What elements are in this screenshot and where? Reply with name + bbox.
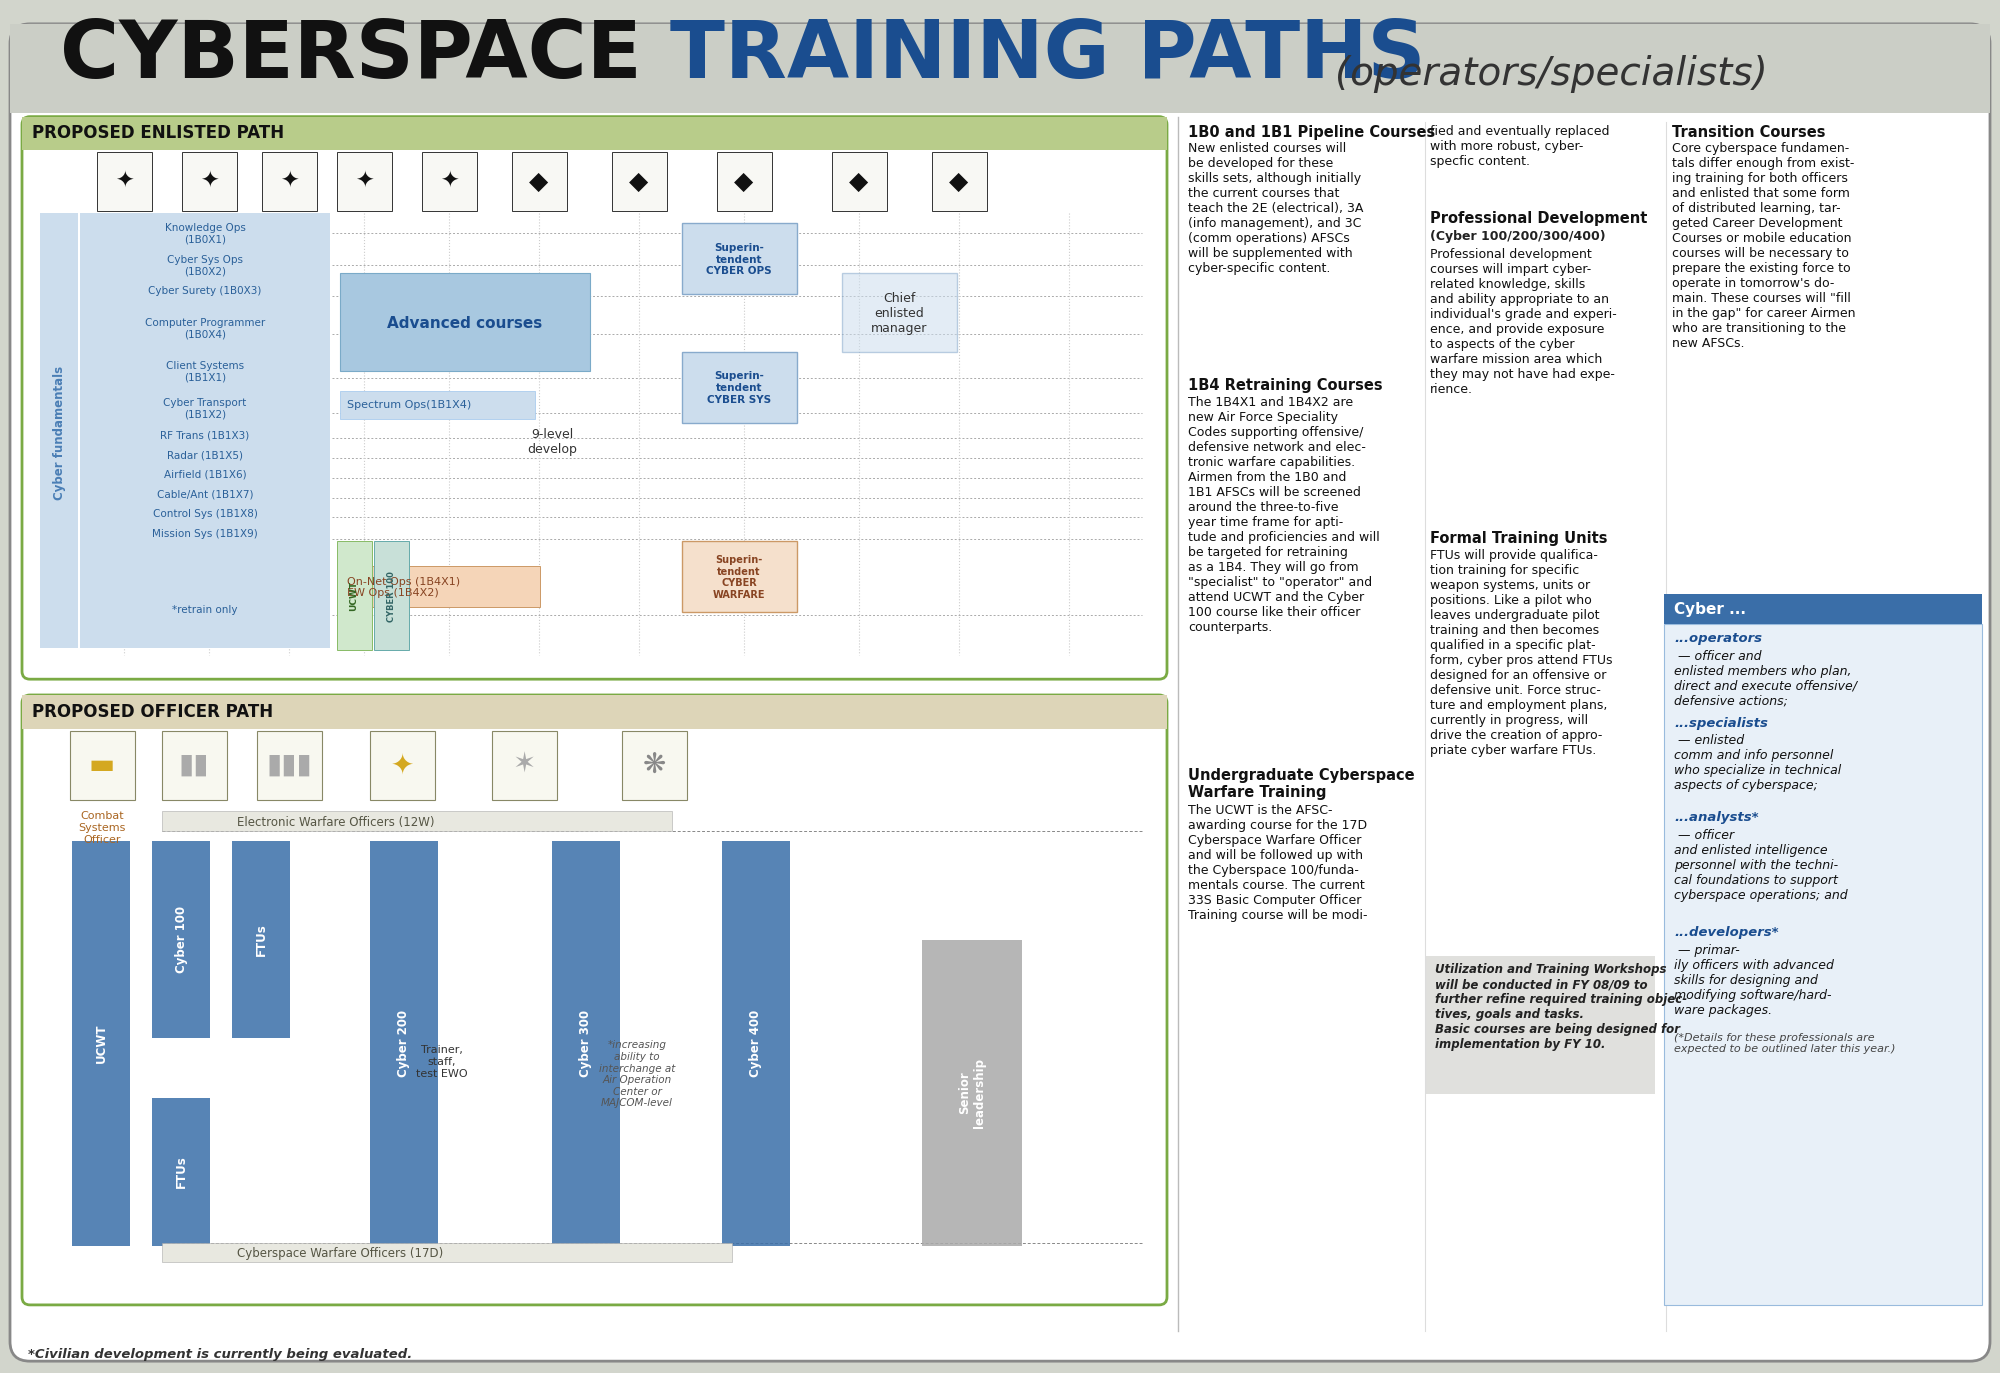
Text: Cable/Ant (1B1X7): Cable/Ant (1B1X7) bbox=[156, 490, 254, 500]
FancyBboxPatch shape bbox=[10, 23, 1990, 113]
Bar bbox=[842, 273, 958, 351]
Bar bbox=[922, 939, 1022, 1245]
Bar bbox=[340, 391, 536, 419]
Text: ✦: ✦ bbox=[354, 172, 374, 192]
Text: ◆: ◆ bbox=[950, 170, 968, 194]
Bar bbox=[96, 152, 152, 211]
Bar bbox=[340, 566, 540, 607]
Text: Cyber 400: Cyber 400 bbox=[750, 1009, 762, 1076]
Bar bbox=[336, 152, 392, 211]
Text: PROPOSED OFFICER PATH: PROPOSED OFFICER PATH bbox=[32, 703, 274, 721]
Text: — officer
and enlisted intelligence
personnel with the techni-
cal foundations t: — officer and enlisted intelligence pers… bbox=[1674, 829, 1848, 902]
Text: ❋: ❋ bbox=[642, 751, 666, 778]
Text: FTUs: FTUs bbox=[254, 924, 268, 956]
Bar bbox=[162, 730, 228, 799]
Bar bbox=[22, 117, 1168, 150]
Bar bbox=[152, 842, 210, 1038]
FancyBboxPatch shape bbox=[22, 695, 1168, 1304]
Bar bbox=[682, 351, 796, 423]
Text: Cyber Transport
(1B1X2): Cyber Transport (1B1X2) bbox=[164, 398, 246, 420]
Text: Superin-
tendent
CYBER
WARFARE: Superin- tendent CYBER WARFARE bbox=[712, 555, 766, 600]
Bar bbox=[932, 152, 988, 211]
Text: PROPOSED ENLISTED PATH: PROPOSED ENLISTED PATH bbox=[32, 125, 284, 143]
Text: (*Details for these professionals are
expected to be outlined later this year.): (*Details for these professionals are ex… bbox=[1674, 1032, 1896, 1054]
Text: ▬: ▬ bbox=[88, 751, 116, 778]
Bar bbox=[716, 152, 772, 211]
Text: Cyberspace Warfare Officers (17D): Cyberspace Warfare Officers (17D) bbox=[238, 1247, 444, 1260]
Text: UCWT: UCWT bbox=[94, 1024, 108, 1063]
Text: The UCWT is the AFSC-
awarding course for the 17D
Cyberspace Warfare Officer
and: The UCWT is the AFSC- awarding course fo… bbox=[1188, 803, 1368, 921]
Bar bbox=[370, 730, 436, 799]
Text: Mission Sys (1B1X9): Mission Sys (1B1X9) bbox=[152, 529, 258, 540]
Bar bbox=[512, 152, 568, 211]
Text: *Civilian development is currently being evaluated.: *Civilian development is currently being… bbox=[28, 1348, 412, 1361]
Text: — officer and
enlisted members who plan,
direct and execute offensive/
defensive: — officer and enlisted members who plan,… bbox=[1674, 649, 1856, 707]
Bar bbox=[162, 811, 672, 831]
Text: Computer Programmer
(1B0X4): Computer Programmer (1B0X4) bbox=[144, 319, 266, 339]
Bar bbox=[722, 842, 790, 1245]
Text: Cyber 100: Cyber 100 bbox=[174, 906, 188, 973]
Text: Transition Courses: Transition Courses bbox=[1672, 125, 1826, 140]
Text: Cyber Surety (1B0X3): Cyber Surety (1B0X3) bbox=[148, 287, 262, 297]
FancyBboxPatch shape bbox=[22, 117, 1168, 680]
Bar bbox=[162, 1243, 732, 1262]
Text: Chief
enlisted
manager: Chief enlisted manager bbox=[870, 291, 928, 335]
Text: CYBER 100: CYBER 100 bbox=[386, 571, 396, 622]
Text: Core cyberspace fundamen-
tals differ enough from exist-
ing training for both o: Core cyberspace fundamen- tals differ en… bbox=[1672, 143, 1856, 350]
Bar bbox=[832, 152, 888, 211]
Text: ▮▮: ▮▮ bbox=[178, 751, 210, 778]
Text: ...specialists: ...specialists bbox=[1674, 717, 1768, 729]
Text: *retrain only: *retrain only bbox=[172, 605, 238, 615]
Text: ✦: ✦ bbox=[440, 172, 458, 192]
Text: ✦: ✦ bbox=[390, 751, 414, 778]
Bar bbox=[70, 730, 136, 799]
Bar bbox=[72, 842, 130, 1245]
Bar bbox=[552, 842, 620, 1245]
Text: ◆: ◆ bbox=[734, 170, 754, 194]
Text: Electronic Warfare Officers (12W): Electronic Warfare Officers (12W) bbox=[238, 816, 434, 829]
Bar bbox=[232, 842, 290, 1038]
Text: 9-level
develop: 9-level develop bbox=[528, 427, 576, 456]
Bar bbox=[40, 213, 78, 648]
Bar bbox=[1664, 595, 1982, 623]
Text: ...developers*: ...developers* bbox=[1674, 925, 1778, 939]
Text: fied and eventually replaced
with more robust, cyber-
specfic content.: fied and eventually replaced with more r… bbox=[1430, 125, 1610, 168]
Text: ...operators: ...operators bbox=[1674, 632, 1762, 645]
Text: ◆: ◆ bbox=[850, 170, 868, 194]
Text: Cyber fundamentals: Cyber fundamentals bbox=[52, 365, 66, 500]
Bar bbox=[256, 730, 322, 799]
Text: (operators/specialists): (operators/specialists) bbox=[1336, 55, 1768, 93]
Text: ✦: ✦ bbox=[114, 172, 134, 192]
Text: RF Trans (1B1X3): RF Trans (1B1X3) bbox=[160, 431, 250, 441]
Text: Trainer,
staff,
test EWO: Trainer, staff, test EWO bbox=[416, 1045, 468, 1079]
Text: FTUs: FTUs bbox=[174, 1155, 188, 1188]
Text: ▮▮▮: ▮▮▮ bbox=[266, 751, 312, 778]
Text: Advanced courses: Advanced courses bbox=[388, 316, 542, 331]
Text: ✦: ✦ bbox=[200, 172, 218, 192]
Text: ...analysts*: ...analysts* bbox=[1674, 811, 1758, 824]
Text: 1B4 Retraining Courses: 1B4 Retraining Courses bbox=[1188, 378, 1382, 393]
Text: (Cyber 100/200/300/400): (Cyber 100/200/300/400) bbox=[1430, 231, 1606, 243]
Text: FTUs will provide qualifica-
tion training for specific
weapon systems, units or: FTUs will provide qualifica- tion traini… bbox=[1430, 549, 1612, 757]
Bar bbox=[370, 842, 438, 1245]
Text: — primar-
ily officers with advanced
skills for designing and
modifying software: — primar- ily officers with advanced ski… bbox=[1674, 943, 1834, 1016]
Text: Combat
Systems
Officer: Combat Systems Officer bbox=[78, 811, 126, 844]
Bar bbox=[340, 273, 590, 371]
Text: ✶: ✶ bbox=[512, 751, 536, 778]
Text: Cyber 200: Cyber 200 bbox=[398, 1009, 410, 1076]
Text: Spectrum Ops(1B1X4): Spectrum Ops(1B1X4) bbox=[348, 400, 472, 409]
Bar bbox=[682, 541, 796, 612]
Bar bbox=[262, 152, 316, 211]
Bar bbox=[182, 152, 238, 211]
Text: CYBERSPACE: CYBERSPACE bbox=[60, 16, 670, 95]
Text: — enlisted
comm and info personnel
who specialize in technical
aspects of cybers: — enlisted comm and info personnel who s… bbox=[1674, 735, 1842, 792]
Text: Utilization and Training Workshops
will be conducted in FY 08/09 to
further refi: Utilization and Training Workshops will … bbox=[1436, 964, 1688, 1052]
Text: Cyber ...: Cyber ... bbox=[1674, 601, 1746, 616]
Text: Radar (1B1X5): Radar (1B1X5) bbox=[168, 450, 244, 460]
Text: Professional development
courses will impart cyber-
related knowledge, skills
an: Professional development courses will im… bbox=[1430, 249, 1616, 395]
Bar bbox=[152, 1097, 210, 1245]
Bar bbox=[622, 730, 688, 799]
Text: Superin-
tendent
CYBER OPS: Superin- tendent CYBER OPS bbox=[706, 243, 772, 276]
Text: On-Net Ops (1B4X1)
EW Ops (1B4X2): On-Net Ops (1B4X1) EW Ops (1B4X2) bbox=[348, 577, 460, 599]
FancyBboxPatch shape bbox=[10, 23, 1990, 1361]
